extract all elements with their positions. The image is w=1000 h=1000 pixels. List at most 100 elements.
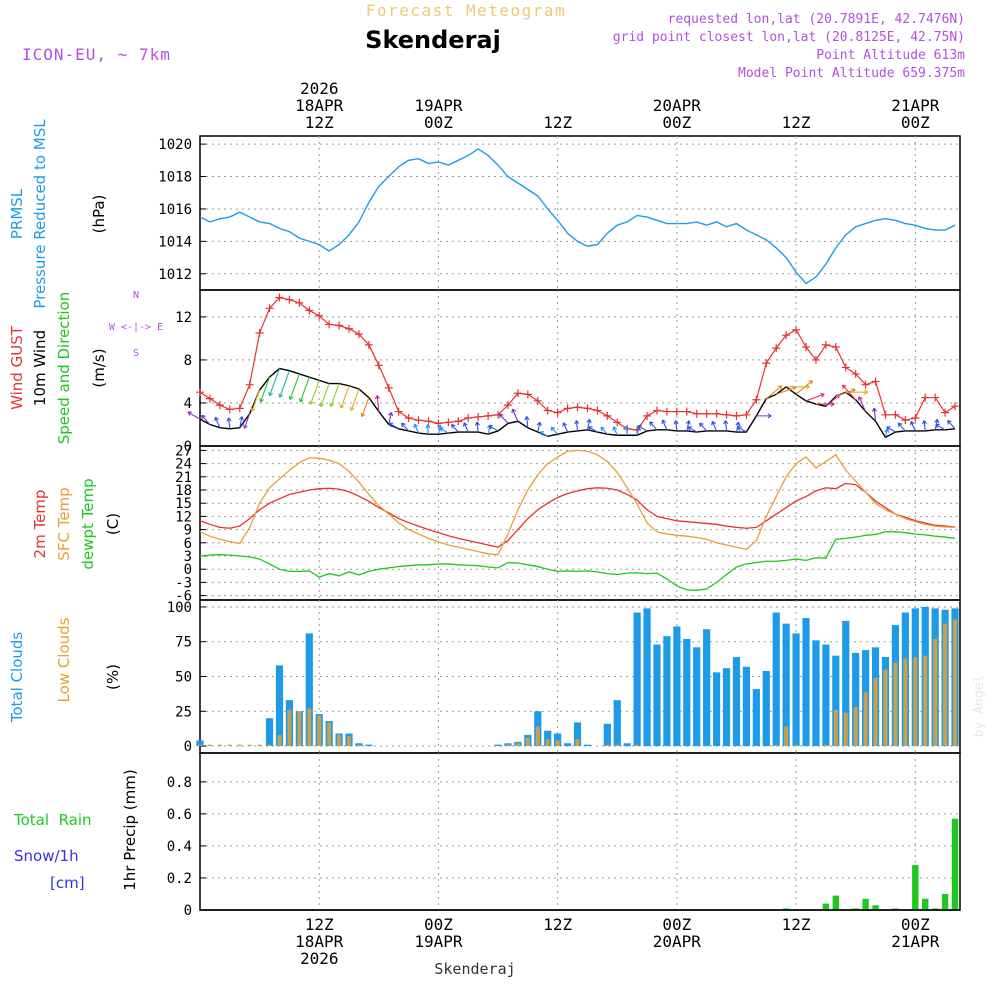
- wind-arrow: [723, 420, 729, 431]
- total-cloud-bar: [544, 730, 552, 747]
- rain-bar: [782, 908, 790, 910]
- low-cloud-bar: [337, 734, 342, 747]
- wind-arrow: [511, 408, 519, 422]
- total-cloud-bar: [196, 740, 204, 747]
- rain-bar: [931, 908, 939, 910]
- ytick-label: 0.4: [167, 839, 192, 855]
- gust-marker: [404, 414, 413, 423]
- wind-arrow: [795, 380, 813, 395]
- panel-frame: [199, 752, 961, 911]
- gust-marker: [384, 383, 393, 392]
- total-cloud-bar: [822, 644, 830, 747]
- gust-marker: [563, 404, 572, 413]
- total-cloud-bar: [633, 612, 641, 747]
- ytick-label: 1014: [158, 234, 192, 250]
- wind-arrow: [329, 383, 340, 408]
- low-cloud-bar: [297, 711, 302, 747]
- ytick-label: 0.6: [167, 807, 192, 823]
- total-cloud-bar: [792, 633, 800, 747]
- top-time-label: 12Z: [782, 113, 811, 132]
- wind-arrow: [857, 396, 867, 412]
- ytick-label: 25: [175, 704, 192, 720]
- gust-marker: [434, 419, 443, 428]
- wind-arrow: [588, 426, 598, 433]
- credit: by Angel: [972, 675, 987, 738]
- total-cloud-bar: [305, 633, 313, 747]
- wind-arrow: [897, 422, 906, 432]
- top-time-label: 12Z: [305, 113, 334, 132]
- bottom-time-label: 12Z: [543, 915, 572, 934]
- bottom-time-label: 12Z: [782, 915, 811, 934]
- low-cloud-bar: [933, 638, 938, 747]
- ytick-label: 18: [175, 483, 192, 499]
- gust-marker: [345, 324, 354, 333]
- gust-marker: [513, 389, 522, 398]
- ytick-label: 24: [175, 457, 192, 473]
- rain-bar: [872, 905, 879, 910]
- wind-arrow: [699, 422, 708, 432]
- ytick-label: 21: [175, 470, 192, 486]
- wind-arrow: [238, 416, 244, 428]
- model-altitude: Model Point Altitude 659.375m: [738, 66, 965, 81]
- wind-arrow: [737, 426, 747, 433]
- gust-marker: [325, 320, 334, 329]
- percent-unit: (%): [104, 664, 122, 690]
- gust-marker: [523, 390, 532, 399]
- low-cloud-bar: [833, 709, 838, 747]
- ytick-label: 3: [184, 549, 192, 565]
- ytick-label: 6: [184, 536, 192, 552]
- bottom-time-label: 00Z: [424, 915, 453, 934]
- rain-bar: [832, 895, 840, 910]
- rain-bar: [862, 898, 869, 910]
- gust-marker: [851, 369, 860, 378]
- ytick-label: 27: [175, 443, 192, 459]
- wind-arrow: [600, 426, 608, 435]
- sfc-temp-label: SFC Temp: [55, 487, 73, 560]
- ytick-label: 1018: [158, 170, 192, 186]
- low-cloud-bar: [853, 707, 858, 747]
- dewpt-line: [199, 531, 956, 591]
- gust-marker: [941, 408, 950, 417]
- gust-marker: [335, 321, 344, 330]
- total-cloud-bar: [772, 612, 780, 747]
- low-cloud-bar: [356, 744, 361, 747]
- temp2m-label: 2m Temp: [31, 490, 49, 559]
- gust-marker: [712, 409, 721, 418]
- gust-marker: [295, 298, 304, 307]
- low-cloud-bar: [267, 744, 272, 747]
- gust-marker: [792, 325, 801, 334]
- wind-arrow: [687, 426, 698, 433]
- total-cloud-bar: [762, 670, 770, 747]
- low-cloud-bar: [287, 709, 292, 747]
- total-cloud-bar: [653, 644, 661, 747]
- page-title: Skenderaj: [365, 26, 501, 54]
- total-cloud-bar: [693, 647, 701, 747]
- ytick-label: -6: [175, 589, 192, 605]
- wind-arrow: [388, 422, 399, 430]
- panel-1: 1012 1014 1016 1018 1020: [158, 135, 961, 291]
- top-time-label: 2026: [300, 79, 339, 98]
- total-cloud-bar: [722, 668, 731, 747]
- total-cloud-bar: [563, 743, 572, 747]
- low-cloud-bar: [913, 657, 918, 747]
- rain-bar: [912, 865, 919, 910]
- wind-arrow: [536, 421, 542, 433]
- total-cloud-bar: [842, 620, 850, 747]
- low-cloud-bar: [794, 744, 799, 747]
- gust-marker: [821, 340, 830, 349]
- low-cloud-bar: [307, 708, 312, 747]
- low-cloud-bar: [347, 736, 352, 747]
- gust-marker: [752, 395, 761, 404]
- gust-marker: [682, 407, 691, 416]
- low-cloud-bar: [525, 737, 530, 747]
- gust-marker: [881, 410, 890, 419]
- bottom-time-label: 18APR: [295, 932, 344, 951]
- wind-arrow: [661, 419, 668, 431]
- gust-marker: [583, 404, 592, 413]
- total-cloud-bar: [703, 629, 711, 747]
- ytick-label: 0: [184, 739, 192, 755]
- bottom-time-label: 00Z: [662, 915, 691, 934]
- low-cloud-bar: [883, 669, 888, 747]
- gust-marker: [732, 411, 741, 420]
